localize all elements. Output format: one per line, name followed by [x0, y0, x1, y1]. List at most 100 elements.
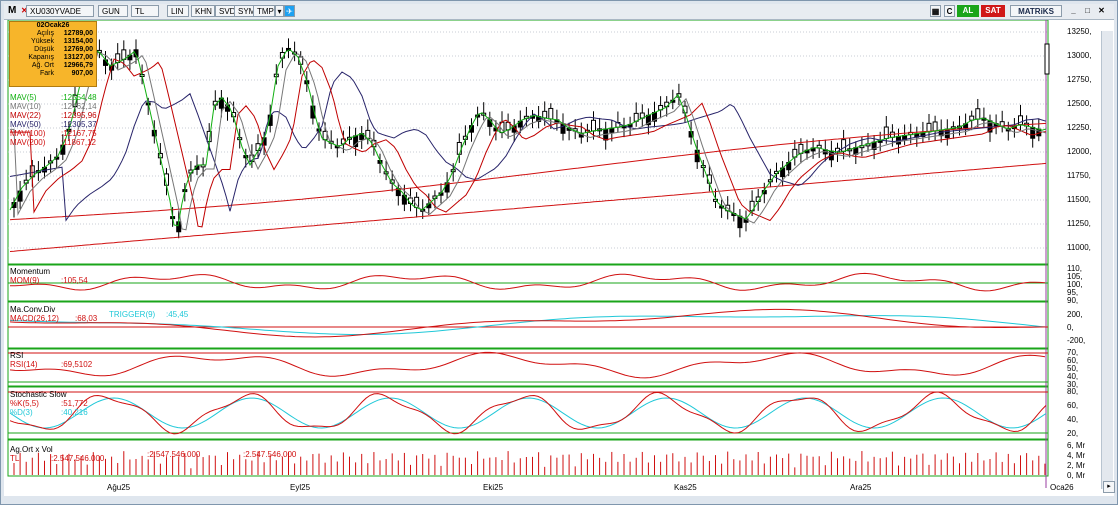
y-tick-label: 40,	[1067, 415, 1079, 424]
candle-body	[926, 122, 932, 133]
info-value: 12789,00	[63, 30, 93, 37]
y-tick-label: 40,	[1067, 372, 1079, 381]
linear-button[interactable]: LIN	[167, 5, 189, 17]
y-tick-label: 6, Mr	[1067, 441, 1086, 450]
candle-body	[121, 49, 127, 60]
legend-mav5: MAV(5)	[10, 93, 37, 102]
y-tick-label: 12000,	[1067, 147, 1092, 156]
ma10-line	[10, 51, 1047, 231]
y-tick-label: 50,	[1067, 364, 1079, 373]
ma22-line	[10, 58, 1047, 228]
info-value: 12966,79	[63, 62, 93, 69]
legend-rsi: RSI(14)	[10, 360, 38, 369]
info-date: 02Ocak26	[36, 22, 70, 29]
momentum-title: Momentum	[10, 267, 51, 276]
legend-mav5-value: :12554,48	[61, 93, 97, 102]
legend-macd-value: :68,03	[75, 314, 98, 323]
svd-button[interactable]: SVD	[215, 5, 237, 17]
panel-frame	[7, 301, 1049, 349]
candle-body	[456, 141, 462, 155]
candle-body	[694, 149, 700, 163]
candle-body	[133, 49, 139, 58]
legend-k-value: :51,772	[61, 399, 88, 408]
candle-body	[17, 190, 23, 202]
legend-vol-value: :2.547.546.000	[51, 454, 105, 463]
candle-body	[542, 110, 548, 119]
y-tick-label: 11750,	[1067, 171, 1091, 180]
y-tick-label: 12750,	[1067, 75, 1092, 84]
ma200-line	[9, 162, 1047, 252]
sell-button[interactable]: SAT	[981, 5, 1005, 17]
minimize-icon[interactable]: _	[1071, 6, 1076, 15]
y-tick-label: 12500,	[1067, 99, 1092, 108]
y-tick-label: 60,	[1067, 356, 1079, 365]
x-tick-label: Ara25	[850, 483, 872, 492]
rsi-line	[9, 351, 1046, 379]
matriks-logo: MATRiKS	[1010, 5, 1062, 17]
close-icon[interactable]: ✕	[21, 6, 28, 15]
legend-mav100-value: :12167,75	[61, 129, 97, 138]
candle-body	[1044, 43, 1050, 75]
candle-body	[737, 215, 743, 229]
legend-d: %D(3)	[10, 408, 33, 417]
symbol-button[interactable]: XU030YVADE	[26, 5, 94, 17]
y-tick-label: 11250,	[1067, 219, 1091, 228]
window-close-icon[interactable]: ✕	[1098, 6, 1105, 15]
candle-body	[713, 198, 718, 202]
y-tick-label: 0, Mr	[1067, 471, 1086, 480]
ma100-line	[9, 122, 1047, 221]
grid-icon[interactable]: ▦	[930, 5, 941, 17]
period-button[interactable]: GUN	[98, 5, 128, 17]
y-tick-label: 105,	[1067, 272, 1083, 281]
info-label: Düşük	[34, 46, 54, 53]
candle-body	[841, 139, 847, 152]
dropdown-icon[interactable]: ▾	[275, 5, 284, 17]
legend-mom: MOM(9)	[10, 276, 40, 285]
candle-body	[975, 108, 981, 120]
info-value: 907,00	[71, 70, 93, 77]
ohlc-info-box: 02Ocak26 Açılış 12789,00 Yüksek 13154,00 D…	[9, 21, 97, 87]
legend-rsi-value: :69,5102	[61, 360, 93, 369]
y-tick-label: 70,	[1067, 348, 1079, 357]
trigger-line	[9, 315, 1046, 335]
candle-body	[798, 143, 804, 154]
y-tick-label: 12250,	[1067, 123, 1092, 132]
y-tick-label: 200,	[1067, 310, 1083, 319]
candle-body	[883, 126, 889, 140]
tmp-button[interactable]: TMP	[253, 5, 275, 17]
vertical-scrollbar[interactable]	[1101, 31, 1113, 489]
macd-title: Ma.Conv.Div	[10, 305, 56, 314]
info-value: 12769,00	[63, 46, 93, 53]
info-label: Fark	[40, 70, 54, 77]
panel-frame	[7, 386, 1049, 440]
y-tick-label: 0,	[1067, 323, 1074, 332]
x-tick-label: Kas25	[674, 483, 697, 492]
toolbar: M ✕ XU030YVADE GUN TL LIN KHN SVD SYM TM…	[4, 4, 1114, 20]
plot-area[interactable]	[4, 20, 1114, 496]
macd-line	[9, 308, 1046, 338]
legend-mav100: MAV(100)	[10, 129, 46, 138]
legend-mav10-value: :12462,14	[61, 102, 97, 111]
y-tick-label: 20,	[1067, 429, 1079, 438]
scroll-right-icon[interactable]: ▸	[1103, 481, 1115, 493]
buy-button[interactable]: AL	[957, 5, 979, 17]
y-tick-label: 90,	[1067, 296, 1079, 305]
twitter-icon[interactable]: ✈	[284, 5, 295, 17]
legend-d-value: :40,216	[61, 408, 88, 417]
legend-macd: MACD(26,12)	[10, 314, 59, 323]
x-tick-label: Ağu25	[107, 483, 131, 492]
legend-k: %K(5,5)	[10, 399, 39, 408]
currency-button[interactable]: TL	[131, 5, 159, 17]
info-label: Yüksek	[31, 38, 54, 45]
info-value: 13154,00	[63, 38, 93, 45]
khn-button[interactable]: KHN	[191, 5, 215, 17]
legend-mav22: MAV(22)	[10, 111, 41, 120]
maximize-icon[interactable]: □	[1085, 6, 1090, 15]
momentum-line	[10, 272, 1046, 292]
ma50-line	[9, 71, 1047, 222]
menu-m-button[interactable]: M	[8, 5, 17, 16]
legend-mav200-value: :11867,12	[61, 138, 96, 147]
c-button[interactable]: C	[944, 5, 955, 17]
legend-vol-repeat: :2.547.546.000	[147, 450, 201, 459]
panel-frame	[7, 20, 1049, 265]
